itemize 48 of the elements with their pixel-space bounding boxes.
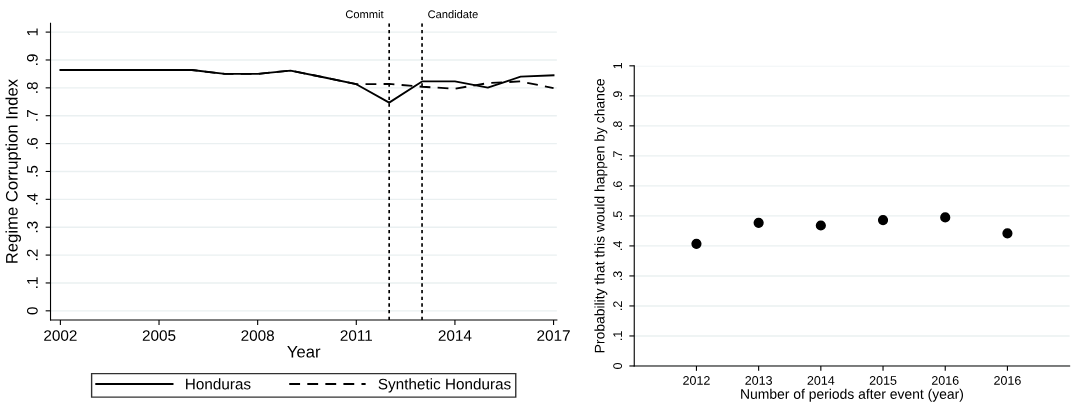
x-tick-label: 2017 [537, 330, 570, 341]
x-tick-label: 2011 [340, 330, 372, 341]
y-tick-label: .3 [26, 221, 38, 233]
x-tick-label: 2014 [438, 330, 472, 341]
y-tick-label: .6 [26, 137, 38, 149]
y-tick-label: .1 [613, 331, 622, 341]
y-tick-label: 0 [613, 362, 623, 369]
x-tick-label: 2005 [142, 330, 176, 341]
y-axis-title: Probability that this would happen by chance [594, 79, 608, 353]
x-tick-label: 2013 [745, 376, 772, 385]
y-tick-label: .4 [27, 193, 38, 205]
y-tick-label: .9 [26, 54, 38, 65]
legend-label: Honduras [186, 378, 251, 390]
y-tick-label: .5 [27, 165, 38, 177]
y-tick-label: .7 [27, 110, 38, 121]
y-tick-label: .9 [613, 91, 623, 100]
y-tick-label: .6 [613, 181, 623, 190]
point [877, 215, 889, 226]
y-tick-label: .8 [26, 82, 38, 93]
y-tick-label: .1 [27, 277, 38, 288]
point [1002, 228, 1013, 239]
x-tick-label: 2008 [241, 330, 274, 341]
y-tick-label: .3 [613, 271, 623, 280]
point [691, 238, 702, 249]
ref-line-label: Commit [345, 10, 384, 19]
y-axis-title: Regime Corruption Index [5, 79, 22, 263]
y-tick-label: .2 [26, 249, 38, 261]
x-tick-label: 2015 [869, 376, 897, 385]
ref-line-label: Candidate [428, 10, 478, 19]
y-tick-label: .4 [613, 241, 622, 250]
x-tick-label: 2012 [683, 376, 710, 385]
x-axis-title: Year [287, 345, 321, 358]
legend-label: Synthetic Honduras [378, 378, 511, 393]
y-tick-label: .5 [613, 211, 623, 220]
y-tick-label: .2 [613, 301, 622, 311]
y-tick-label: 1 [613, 62, 622, 69]
x-tick-label: 2016 [994, 376, 1021, 385]
y-tick-label: .8 [613, 121, 623, 130]
x-axis-title: Number of periods after event (year) [741, 388, 964, 402]
y-tick-label: .7 [613, 151, 622, 160]
y-tick-label: 1 [27, 28, 38, 36]
x-tick-label: 2014 [807, 376, 835, 385]
y-tick-label: 0 [26, 307, 38, 315]
point [753, 217, 764, 228]
point [815, 220, 826, 231]
x-tick-label: 2016 [931, 376, 959, 385]
point [940, 212, 951, 223]
x-tick-label: 2002 [44, 330, 77, 341]
